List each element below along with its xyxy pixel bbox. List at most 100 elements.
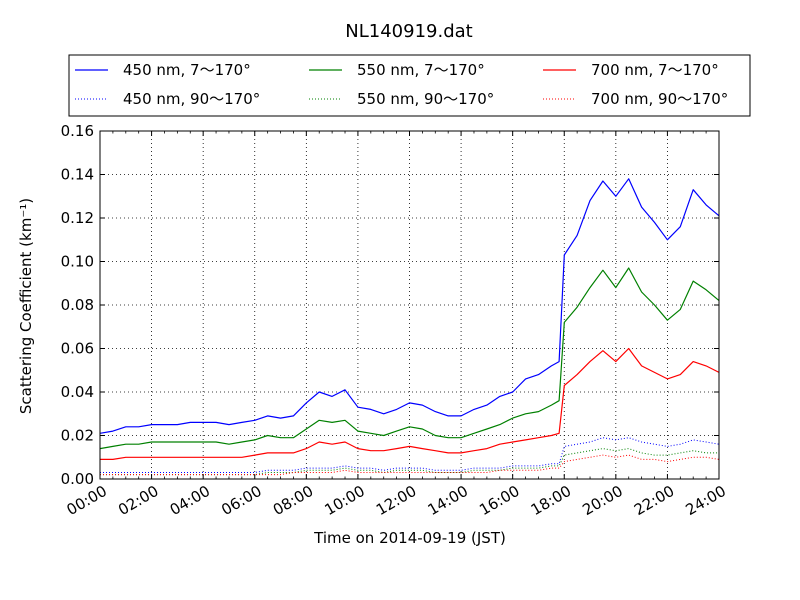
data-point (577, 307, 578, 308)
data-point (564, 385, 565, 386)
data-point (164, 472, 165, 473)
data-point (641, 452, 642, 453)
data-point (693, 450, 694, 451)
data-point (396, 470, 397, 471)
data-point (473, 468, 474, 469)
data-point (512, 468, 513, 469)
data-point (538, 465, 539, 466)
data-point (383, 435, 384, 436)
data-point (589, 457, 590, 458)
data-point (138, 444, 139, 445)
series-line-3 (99, 267, 720, 450)
data-point (383, 450, 384, 451)
data-point (564, 254, 565, 255)
data-point (177, 457, 178, 458)
data-point (680, 444, 681, 445)
data-point (525, 378, 526, 379)
data-point (409, 468, 410, 469)
data-point (319, 472, 320, 473)
data-point (332, 470, 333, 471)
data-point (190, 457, 191, 458)
legend: 450 nm, 7～170° 450 nm, 90～170° 550 nm, 7～1… (68, 54, 751, 117)
data-point (422, 472, 423, 473)
data-point (641, 459, 642, 460)
data-point (177, 441, 178, 442)
data-point (538, 374, 539, 375)
data-point (216, 422, 217, 423)
y-tick-label: 0.04 (61, 383, 94, 401)
data-point (461, 472, 462, 473)
data-point (680, 374, 681, 375)
data-point (525, 439, 526, 440)
data-point (216, 474, 217, 475)
data-point (138, 457, 139, 458)
data-point (461, 437, 462, 438)
data-point (499, 468, 500, 469)
data-point (667, 239, 668, 240)
data-point (151, 424, 152, 425)
data-point (602, 270, 603, 271)
data-point (667, 461, 668, 462)
data-point (383, 472, 384, 473)
data-point (216, 457, 217, 458)
data-point (344, 465, 345, 466)
data-point (306, 402, 307, 403)
data-point (190, 472, 191, 473)
data-point (461, 470, 462, 471)
data-point (448, 470, 449, 471)
data-point (396, 468, 397, 469)
data-point (473, 409, 474, 410)
data-point (667, 320, 668, 321)
data-point (577, 444, 578, 445)
data-point (564, 446, 565, 447)
data-point (370, 450, 371, 451)
data-point (525, 413, 526, 414)
data-point (473, 470, 474, 471)
data-point (680, 459, 681, 460)
data-point (641, 441, 642, 442)
data-point (499, 444, 500, 445)
data-point (512, 465, 513, 466)
legend-label-1: 450 nm, 7～170° (123, 61, 251, 79)
data-point (164, 424, 165, 425)
data-point (512, 441, 513, 442)
data-point (461, 452, 462, 453)
data-point (306, 470, 307, 471)
data-point (499, 424, 500, 425)
data-point (693, 439, 694, 440)
data-point (357, 470, 358, 471)
data-point (203, 441, 204, 442)
data-point (280, 437, 281, 438)
data-point (435, 470, 436, 471)
y-axis-label: Scattering Coefficient (km⁻¹) (17, 198, 35, 414)
data-point (473, 472, 474, 473)
data-point (216, 472, 217, 473)
data-point (190, 474, 191, 475)
data-point (319, 468, 320, 469)
data-point (357, 431, 358, 432)
data-point (448, 437, 449, 438)
data-point (499, 396, 500, 397)
data-point (228, 457, 229, 458)
series-line-6 (100, 454, 720, 476)
data-point (422, 405, 423, 406)
data-point (370, 433, 371, 434)
data-point (396, 472, 397, 473)
data-point (538, 437, 539, 438)
data-point (293, 470, 294, 471)
data-point (319, 420, 320, 421)
data-point (409, 470, 410, 471)
data-point (628, 178, 629, 179)
series-line-5 (100, 347, 720, 460)
data-point (280, 470, 281, 471)
data-point (615, 457, 616, 458)
data-point (706, 289, 707, 290)
data-point (551, 405, 552, 406)
data-point (435, 411, 436, 412)
data-point (138, 474, 139, 475)
y-tick-label: 0.00 (61, 470, 94, 488)
data-point (396, 409, 397, 410)
data-point (306, 468, 307, 469)
data-point (435, 472, 436, 473)
